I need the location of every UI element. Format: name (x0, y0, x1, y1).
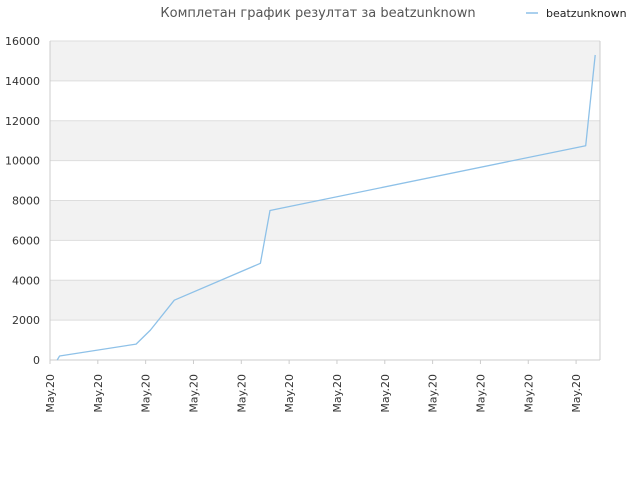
grid-band (50, 200, 600, 241)
y-tick-label: 0 (33, 354, 40, 367)
x-tick-label: May.20 (522, 374, 535, 413)
legend: beatzunknown (526, 7, 627, 20)
chart-title: Комплетан график резултат за beatzunknow… (160, 6, 475, 21)
y-tick-label: 2000 (12, 314, 40, 327)
grid-band (50, 120, 600, 161)
y-axis-ticks: 0 2000 4000 6000 8000 10000 12000 14000 16000 (5, 35, 40, 367)
x-tick-label: May.20 (331, 374, 344, 413)
y-tick-label: 10000 (5, 155, 40, 168)
x-tick-label: May.20 (474, 374, 487, 413)
y-tick-label: 6000 (12, 234, 40, 247)
y-tick-label: 8000 (12, 195, 40, 208)
x-tick-label: May.20 (92, 374, 105, 413)
axes (49, 41, 601, 361)
plot-bands (50, 41, 600, 321)
x-tick-label: May.20 (44, 374, 57, 413)
grid-band (50, 280, 600, 321)
y-tick-label: 4000 (12, 274, 40, 287)
x-axis-ticks: May.20 May.20 May.20 May.20 May.20 May.20 May.… (44, 360, 583, 413)
series-layer (56, 54, 596, 361)
y-tick-label: 16000 (5, 35, 40, 48)
grid-band (50, 41, 600, 81)
y-tick-label: 14000 (5, 75, 40, 88)
x-tick-label: May.20 (283, 374, 296, 413)
legend-label: beatzunknown (546, 7, 627, 20)
y-tick-label: 12000 (5, 115, 40, 128)
x-tick-label: May.20 (379, 374, 392, 413)
x-tick-label: May.20 (187, 374, 200, 413)
grid-lines (50, 40, 600, 361)
x-tick-label: May.20 (427, 374, 440, 413)
series-line (56, 54, 596, 361)
x-tick-label: May.20 (235, 374, 248, 413)
x-tick-label: May.20 (140, 374, 153, 413)
x-tick-label: May.20 (570, 374, 583, 413)
